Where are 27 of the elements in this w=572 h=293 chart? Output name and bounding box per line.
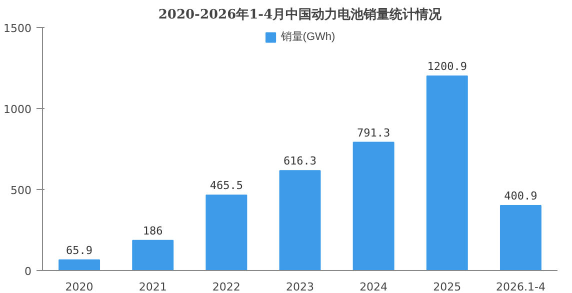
x-tick-label: 2026.1-4	[496, 280, 546, 293]
data-label: 186	[142, 224, 163, 238]
x-tick-label: 2021	[138, 280, 167, 293]
bar	[426, 75, 468, 270]
x-tick-label: 2023	[286, 280, 314, 293]
bar	[500, 205, 542, 270]
bar	[206, 194, 248, 270]
data-label: 65.9	[66, 244, 93, 257]
data-label: 1200.9	[427, 60, 468, 73]
data-label: 400.9	[504, 190, 538, 203]
x-tick-label: 2024	[360, 280, 388, 293]
data-label: 616.3	[283, 154, 317, 168]
y-tick-label: 0	[24, 265, 32, 278]
data-label: 465.5	[210, 179, 243, 192]
y-tick-label: 500	[10, 184, 32, 197]
bar	[352, 142, 394, 270]
legend-label: 销量(GWh)	[280, 30, 336, 44]
bar	[58, 259, 100, 270]
data-label: 791.3	[357, 126, 390, 140]
bar	[132, 240, 174, 270]
x-tick-label: 2022	[212, 280, 240, 293]
y-tick-label: 1500	[4, 22, 32, 35]
chart-title: 2020-2026年1-4月中国动力电池销量统计情况	[158, 6, 443, 22]
x-tick-label: 2020	[65, 280, 94, 293]
y-tick-label: 1000	[4, 103, 32, 116]
x-tick-label: 2025	[433, 280, 462, 293]
bar	[279, 170, 321, 270]
